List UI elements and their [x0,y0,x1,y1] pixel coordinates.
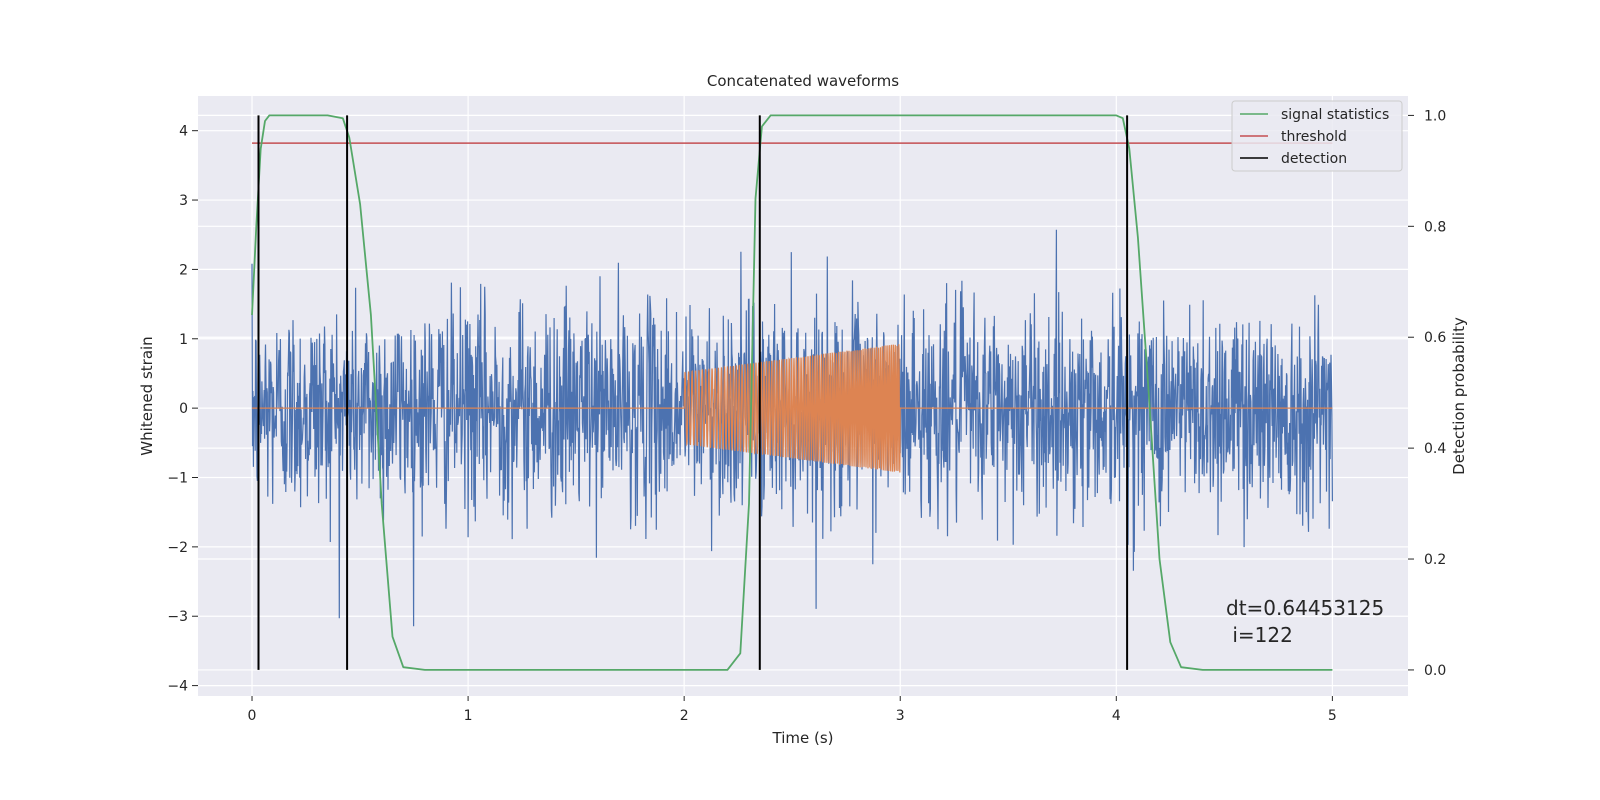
annotation-dt: dt=0.64453125 [1226,596,1384,620]
x-tick-label: 1 [464,708,473,724]
y-tick-label: −2 [167,540,188,556]
y-tick-label: 4 [179,124,188,140]
legend-label-threshold: threshold [1281,129,1347,145]
legend-label-signal-statistics: signal statistics [1281,107,1389,123]
y-right-tick-label: 1.0 [1424,108,1446,124]
y-tick-label: −3 [167,609,188,625]
y-right-tick-label: 0.4 [1424,441,1446,457]
x-tick-label: 5 [1328,708,1337,724]
ticks: 0 1 2 3 4 5 −4 −3 −2 −1 0 1 2 3 4 0.0 0.2 0.4 0.6 0.8 1.0 [167,108,1446,724]
x-axis-label: Time (s) [772,729,834,747]
legend: signal statistics threshold detection [1231,100,1403,172]
y-right-tick-label: 0.8 [1424,219,1446,235]
y-tick-label: −1 [167,471,188,487]
series-chirp-line [252,344,1333,473]
y-right-tick-label: 0.2 [1424,552,1446,568]
x-tick-label: 3 [896,708,905,724]
x-tick-label: 0 [248,708,257,724]
x-tick-label: 2 [680,708,689,724]
x-tick-label: 4 [1112,708,1121,724]
y-tick-label: 2 [179,262,188,278]
legend-label-detection: detection [1281,151,1347,167]
y-tick-label: −4 [167,679,188,695]
traces [251,114,1333,671]
y-tick-label: 1 [179,332,188,348]
legend-box [1231,100,1403,172]
annotation-i: i=122 [1226,623,1293,647]
chart-title: Concatenated waveforms [707,72,899,90]
y-right-tick-label: 0.6 [1424,330,1446,346]
y-axis-right-label: Detection probability [1450,317,1468,475]
y-tick-label: 3 [179,193,188,209]
y-tick-label: 0 [179,401,188,417]
y-right-tick-label: 0.0 [1424,663,1446,679]
y-axis-label: Whitened strain [138,336,156,455]
series-signal-statistics-line [251,114,1333,671]
